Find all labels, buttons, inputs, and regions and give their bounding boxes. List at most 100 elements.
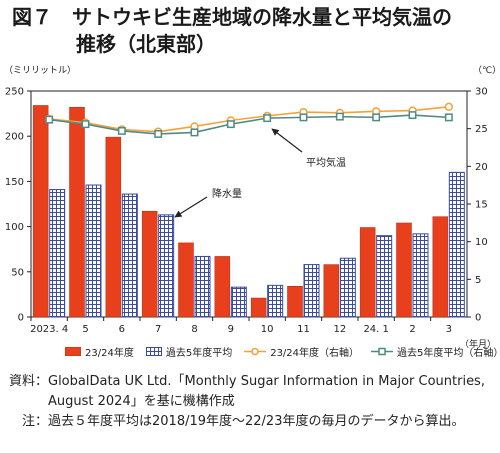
bar-current bbox=[359, 227, 376, 318]
point-five-year-average bbox=[444, 113, 453, 122]
line-five-year-average bbox=[49, 114, 449, 135]
note-label: 注： bbox=[21, 414, 48, 429]
note-row: 注： 過去５年度平均は2018/19年度～22/23年度の毎月のデータから算出。 bbox=[4, 412, 496, 432]
note-text: 過去５年度平均は2018/19年度～22/23年度の毎月のデータから算出。 bbox=[48, 414, 465, 429]
legend-label-bar-current: 23/24年度 bbox=[85, 348, 134, 359]
x-tick-label: 6 bbox=[119, 324, 125, 335]
point-five-year-average bbox=[117, 126, 126, 135]
source-text: GlobalData UK Ltd.「Monthly Sugar Informa… bbox=[48, 374, 485, 409]
legend-item-line-avg: 過去5年度平均（右軸） bbox=[371, 344, 500, 359]
point-five-year-average bbox=[45, 115, 54, 124]
bar-five-year-average bbox=[448, 171, 465, 318]
bar-current bbox=[287, 286, 303, 318]
y-right-tick-label: 20 bbox=[475, 162, 488, 173]
x-tick-label: 10 bbox=[261, 324, 274, 335]
legend-label-line-avg: 過去5年度平均（右軸） bbox=[397, 348, 500, 359]
y-right-tick-label: 30 bbox=[475, 87, 488, 98]
bar-five-year-average bbox=[85, 184, 102, 318]
temperature-annotation-arrow bbox=[271, 128, 303, 153]
point-five-year-average bbox=[190, 128, 199, 137]
y-left-tick-label: 50 bbox=[11, 267, 24, 278]
figure-title-line-1: 図７ サトウキビ生産地域の降水量と平均気温の bbox=[12, 5, 452, 29]
bar-current bbox=[32, 105, 49, 318]
line-current bbox=[49, 106, 449, 133]
y-right-axis: 0 5 10 15 20 25 30 bbox=[467, 87, 488, 324]
point-five-year-average bbox=[154, 129, 163, 138]
source-label: 資料： bbox=[8, 374, 48, 389]
rainfall-annotation-arrow bbox=[174, 196, 208, 218]
bar-five-year-average bbox=[158, 214, 175, 318]
legend-swatch-bar-avg bbox=[145, 347, 162, 356]
bar-five-year-average bbox=[267, 284, 284, 318]
legend-item-bar-current: 23/24年度 bbox=[65, 344, 134, 359]
bars bbox=[32, 105, 465, 318]
x-axis: 2023. 4 5 6 7 8 9 10 11 12 24. 1 2 3 （年月） bbox=[30, 317, 496, 350]
point-five-year-average bbox=[299, 113, 308, 122]
y-left-tick-label: 200 bbox=[5, 132, 24, 143]
x-tick-label: 11 bbox=[297, 324, 310, 335]
y-right-tick-label: 25 bbox=[475, 124, 488, 135]
x-tick-label: 8 bbox=[191, 324, 197, 335]
bar-five-year-average bbox=[49, 189, 66, 318]
bar-current bbox=[141, 210, 158, 318]
legend-label-bar-avg: 過去5年度平均 bbox=[165, 348, 233, 359]
chart-legend: 23/24年度 過去5年度平均 23/24年度（右軸） 過去5年度平均（右軸） bbox=[65, 344, 500, 359]
bar-five-year-average bbox=[230, 286, 247, 318]
y-right-tick-label: 5 bbox=[475, 275, 481, 286]
y-right-tick-label: 10 bbox=[475, 237, 488, 248]
legend-item-bar-avg: 過去5年度平均 bbox=[145, 344, 233, 359]
bar-current bbox=[323, 264, 340, 318]
point-five-year-average bbox=[408, 111, 417, 120]
point-five-year-average bbox=[81, 120, 90, 129]
y-left-tick-label: 100 bbox=[5, 222, 24, 233]
x-tick-label: 3 bbox=[446, 324, 452, 335]
y-left-tick-label: 150 bbox=[5, 177, 24, 188]
legend-swatch-line-current bbox=[244, 347, 267, 356]
bar-current bbox=[250, 297, 267, 318]
x-tick-label: 24. 1 bbox=[363, 324, 388, 335]
source-notes: 資料： GlobalData UK Ltd.「Monthly Sugar Inf… bbox=[4, 372, 496, 432]
y-right-tick-label: 15 bbox=[475, 200, 488, 211]
bar-five-year-average bbox=[194, 255, 211, 318]
bar-current bbox=[105, 136, 122, 318]
annotations: 平均気温 降水量 bbox=[174, 128, 346, 218]
bar-five-year-average bbox=[412, 233, 429, 318]
figure-title: 図７ サトウキビ生産地域の降水量と平均気温の 推移（北東部） bbox=[12, 4, 492, 58]
legend-swatch-line-avg bbox=[371, 347, 394, 356]
temperature-annotation-label: 平均気温 bbox=[306, 156, 346, 169]
point-five-year-average bbox=[226, 120, 235, 129]
x-tick-label: 5 bbox=[82, 324, 88, 335]
x-tick-label: 12 bbox=[333, 324, 346, 335]
bar-current bbox=[214, 256, 231, 318]
legend-label-line-current: 23/24年度（右軸） bbox=[270, 348, 360, 359]
x-tick-label: 2 bbox=[409, 324, 415, 335]
point-five-year-average bbox=[372, 113, 381, 122]
y-right-unit-label: （℃） bbox=[473, 65, 500, 76]
y-left-tick-label: 250 bbox=[5, 87, 24, 98]
lines bbox=[45, 102, 453, 138]
bar-five-year-average bbox=[303, 264, 320, 318]
point-five-year-average bbox=[335, 112, 344, 121]
bar-current bbox=[396, 222, 412, 318]
bar-current bbox=[432, 216, 449, 318]
source-row: 資料： GlobalData UK Ltd.「Monthly Sugar Inf… bbox=[4, 372, 496, 412]
bar-current bbox=[69, 107, 85, 318]
y-right-tick-label: 0 bbox=[475, 313, 481, 324]
legend-item-line-current: 23/24年度（右軸） bbox=[244, 344, 359, 359]
x-tick-label: 9 bbox=[228, 324, 234, 335]
bar-five-year-average bbox=[376, 235, 393, 318]
point-current bbox=[444, 102, 453, 111]
bar-five-year-average bbox=[121, 193, 138, 318]
bar-current bbox=[178, 242, 194, 318]
rainfall-annotation-label: 降水量 bbox=[212, 187, 242, 200]
x-tick-label: 2023. 4 bbox=[30, 324, 68, 335]
legend-swatch-bar-current bbox=[65, 347, 81, 356]
y-left-tick-label: 0 bbox=[18, 313, 24, 324]
figure-title-line-2: 推移（北東部） bbox=[76, 32, 216, 56]
point-five-year-average bbox=[263, 114, 272, 123]
x-unit-label: （年月） bbox=[460, 338, 496, 350]
bar-five-year-average bbox=[339, 257, 356, 318]
x-tick-label: 7 bbox=[155, 324, 161, 335]
y-left-unit-label: （ミリリットル） bbox=[4, 65, 76, 76]
